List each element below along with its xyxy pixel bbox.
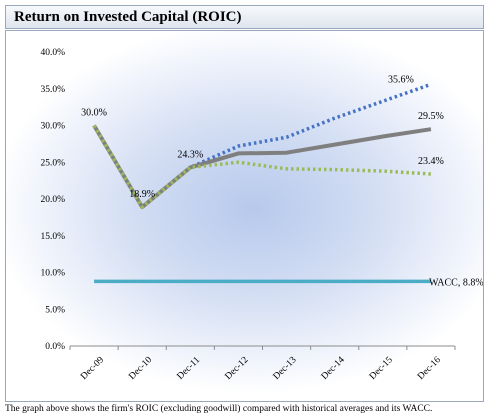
data-label: 24.3%	[177, 149, 203, 160]
x-tick-label: Dec-11	[176, 355, 203, 382]
y-tick-label: 30.0%	[40, 122, 65, 132]
chart-title: Return on Invested Capital (ROIC)	[14, 9, 242, 25]
y-tick-label: 10.0%	[40, 269, 65, 279]
y-tick-label: 15.0%	[40, 232, 65, 242]
data-label: 29.5%	[418, 111, 444, 122]
x-tick-label: Dec-14	[320, 355, 347, 382]
data-label: 35.6%	[388, 74, 414, 85]
x-tick-label: Dec-15	[368, 355, 395, 382]
x-tick-label: Dec-16	[416, 355, 443, 382]
x-tick-label: Dec-12	[224, 355, 251, 382]
y-tick-label: 25.0%	[40, 158, 65, 168]
x-tick-label: Dec-10	[127, 355, 154, 382]
data-label: 30.0%	[81, 108, 107, 119]
x-tick-label: Dec-13	[272, 355, 299, 382]
data-label: 18.9%	[129, 189, 155, 200]
y-tick-label: 0.0%	[45, 342, 65, 352]
x-tick-label: Dec-09	[79, 355, 106, 382]
roic-line-chart: 0.0% 5.0% 10.0% 15.0% 20.0% 25.0% 30.0% 35.0% 40…	[40, 48, 484, 382]
series-line-3	[92, 124, 432, 209]
y-tick-label: 5.0%	[45, 305, 65, 315]
chart-caption: The graph above shows the firm's ROIC (e…	[5, 404, 433, 414]
chart-frame: 0.0% 5.0% 10.0% 15.0% 20.0% 25.0% 30.0% 35.0% 40…	[5, 30, 484, 402]
data-label: 23.4%	[418, 156, 444, 167]
data-label: WACC, 8.8%	[429, 277, 484, 288]
title-bar: Return on Invested Capital (ROIC)	[5, 5, 484, 29]
y-tick-label: 20.0%	[40, 195, 65, 205]
y-tick-label: 35.0%	[40, 85, 65, 95]
y-tick-label: 40.0%	[40, 48, 65, 58]
